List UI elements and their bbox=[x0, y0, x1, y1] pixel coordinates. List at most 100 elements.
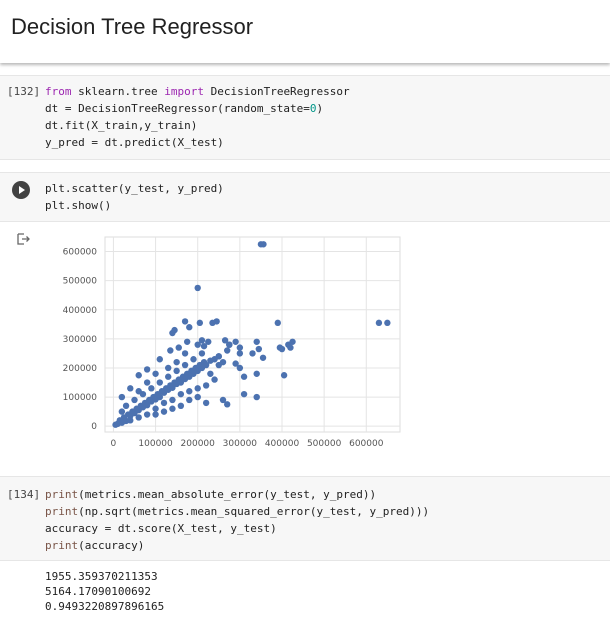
scatter-point bbox=[196, 319, 204, 327]
scatter-point bbox=[118, 393, 126, 401]
x-tick-label: 300000 bbox=[223, 439, 258, 449]
output-line: 5164.17090100692 bbox=[45, 585, 151, 598]
scatter-point bbox=[375, 319, 383, 327]
code-token: DecisionTreeRegressor bbox=[203, 85, 350, 98]
scatter-point bbox=[165, 364, 172, 372]
x-tick-label: 500000 bbox=[307, 439, 342, 449]
y-tick-label: 600000 bbox=[63, 248, 98, 258]
scatter-point bbox=[211, 376, 218, 383]
scatter-point bbox=[175, 344, 182, 351]
output-line: 1955.359370211353 bbox=[45, 570, 158, 583]
scatter-point bbox=[165, 373, 172, 380]
scatter-point bbox=[259, 354, 267, 361]
scatter-point bbox=[169, 384, 176, 391]
scatter-point bbox=[219, 396, 227, 404]
scatter-point bbox=[194, 393, 201, 401]
scatter-point bbox=[143, 379, 151, 386]
scatter-point bbox=[143, 411, 151, 418]
scatter-point bbox=[289, 338, 296, 345]
scatter-point bbox=[152, 370, 159, 377]
scatter-point bbox=[186, 324, 193, 331]
cell-output: 1955.359370211353 5164.17090100692 0.949… bbox=[45, 569, 164, 614]
scatter-point bbox=[173, 358, 180, 366]
y-tick-label: 200000 bbox=[63, 364, 98, 374]
scatter-plot: 0 100000 200000 300000 400000 500000 600000 0 10… bbox=[63, 236, 401, 449]
code-token: print bbox=[45, 488, 79, 501]
scatter-point bbox=[287, 344, 294, 351]
scatter-point bbox=[135, 414, 142, 421]
scatter-point bbox=[194, 284, 201, 292]
scatter-point bbox=[253, 393, 260, 401]
scatter-point bbox=[224, 347, 231, 354]
scatter-point bbox=[240, 373, 248, 380]
y-tick-label: 0 bbox=[91, 422, 97, 432]
scatter-point bbox=[181, 361, 189, 369]
scatter-point bbox=[135, 388, 142, 395]
code-editor[interactable]: from sklearn.tree import DecisionTreeReg… bbox=[45, 83, 350, 151]
scatter-point bbox=[131, 396, 138, 404]
scatter-point bbox=[202, 361, 210, 369]
play-icon[interactable] bbox=[12, 181, 30, 199]
scatter-point bbox=[255, 345, 263, 353]
scatter-point bbox=[127, 385, 134, 392]
scatter-point bbox=[219, 358, 227, 366]
scatter-point bbox=[198, 350, 206, 357]
code-token: y_pred = dt.predict(X_test) bbox=[45, 136, 224, 149]
x-tick-label: 0 bbox=[111, 439, 117, 449]
scatter-point bbox=[167, 347, 174, 354]
code-token: accuracy = dt.score(X_test, y_test) bbox=[45, 522, 277, 535]
scatter-point bbox=[224, 401, 231, 408]
scatter-chart: 0 100000 200000 300000 400000 500000 600000 0 10… bbox=[45, 232, 405, 457]
scatter-point bbox=[186, 396, 193, 404]
cell-prompt: [132] bbox=[7, 85, 41, 98]
cell-prompt: [134] bbox=[7, 488, 41, 501]
scatter-point bbox=[232, 338, 239, 345]
scatter-point bbox=[194, 341, 201, 348]
x-tick-label: 600000 bbox=[349, 439, 384, 449]
scatter-point bbox=[148, 385, 155, 392]
scatter-point bbox=[280, 372, 288, 379]
code-token: print bbox=[45, 505, 79, 518]
heading-cell[interactable]: Decision Tree Regressor bbox=[0, 0, 610, 63]
scatter-point bbox=[249, 350, 256, 357]
scatter-point bbox=[202, 399, 210, 407]
scatter-point bbox=[127, 417, 134, 424]
output-arrow-icon[interactable] bbox=[17, 233, 31, 245]
scatter-point bbox=[260, 241, 267, 248]
scatter-point bbox=[183, 338, 191, 345]
scatter-point bbox=[177, 402, 185, 410]
code-token: dt = DecisionTreeRegressor(random_state= bbox=[45, 102, 310, 115]
output-line: 0.9493220897896165 bbox=[45, 600, 165, 613]
scatter-point bbox=[207, 370, 214, 377]
code-cell-132[interactable]: [132] from sklearn.tree import DecisionT… bbox=[0, 75, 610, 160]
y-tick-label: 300000 bbox=[63, 335, 98, 345]
scatter-point bbox=[122, 402, 130, 410]
scatter-point bbox=[232, 360, 239, 367]
scatter-point bbox=[213, 318, 220, 325]
scatter-point bbox=[177, 379, 185, 386]
scatter-point bbox=[156, 393, 163, 401]
code-cell-plot[interactable]: plt.scatter(y_test, y_pred) plt.show() bbox=[0, 172, 610, 222]
code-token: (accuracy) bbox=[78, 539, 145, 552]
scatter-point bbox=[221, 337, 229, 344]
scatter-point bbox=[226, 341, 233, 348]
scatter-point bbox=[152, 405, 159, 412]
scatter-point bbox=[194, 385, 201, 392]
code-token: from bbox=[45, 85, 72, 98]
code-editor[interactable]: print(metrics.mean_absolute_error(y_test… bbox=[45, 486, 429, 554]
scatter-point bbox=[253, 338, 260, 345]
code-token: import bbox=[164, 85, 204, 98]
code-cell-134[interactable]: [134] print(metrics.mean_absolute_error(… bbox=[0, 476, 610, 561]
code-token: ) bbox=[316, 102, 324, 115]
scatter-point bbox=[143, 402, 151, 409]
scatter-point bbox=[186, 388, 193, 395]
code-token: plt.show() bbox=[45, 199, 112, 212]
scatter-point bbox=[202, 382, 210, 389]
scatter-point bbox=[236, 344, 244, 351]
code-token: dt.fit(X_train,y_train) bbox=[45, 119, 198, 132]
scatter-point bbox=[152, 411, 159, 418]
scatter-point bbox=[205, 338, 212, 345]
code-editor[interactable]: plt.scatter(y_test, y_pred) plt.show() bbox=[45, 180, 224, 214]
scatter-point bbox=[169, 405, 176, 412]
scatter-point bbox=[215, 353, 222, 360]
